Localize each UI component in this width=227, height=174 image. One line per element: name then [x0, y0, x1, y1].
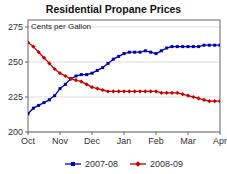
data-point [111, 89, 115, 93]
data-point [122, 89, 126, 93]
title: Residential Propane Prices [46, 3, 182, 15]
data-point [64, 83, 67, 86]
data-point [144, 49, 147, 52]
subtitle: Cents per Gallon [31, 22, 91, 31]
legend: 2007-08 2008-09 [65, 159, 183, 169]
data-point [123, 52, 126, 55]
data-point [218, 99, 220, 103]
legend-marker [71, 162, 75, 166]
series-line [28, 42, 220, 101]
data-point [91, 72, 94, 75]
data-point [191, 95, 195, 99]
grid-line [28, 62, 220, 63]
data-point [112, 58, 115, 61]
data-point [149, 51, 152, 54]
data-point [213, 99, 217, 103]
legend-label: 2008-09 [150, 159, 183, 169]
data-point [90, 85, 94, 89]
data-point [165, 91, 169, 95]
data-point [203, 44, 206, 47]
data-point [139, 51, 142, 54]
data-point [155, 52, 158, 55]
data-point [219, 44, 221, 47]
data-point [63, 74, 67, 78]
plot-frame [28, 20, 220, 132]
data-point [154, 89, 158, 93]
legend-item: 2007-08 [65, 159, 118, 169]
data-point [181, 45, 184, 48]
data-point [106, 89, 110, 93]
data-point [80, 73, 83, 76]
data-point [197, 45, 200, 48]
data-point [75, 75, 78, 78]
plot-area [28, 20, 220, 132]
data-point [58, 71, 62, 75]
x-tick-label: Nov [52, 136, 69, 146]
data-point [213, 44, 216, 47]
data-point [37, 50, 41, 54]
data-point [159, 91, 163, 95]
legend-label: 2007-08 [85, 159, 118, 169]
data-point [181, 92, 185, 96]
data-point [128, 51, 131, 54]
x-tick-label: Oct [21, 136, 36, 146]
x-tick-label: Feb [148, 136, 164, 146]
data-point [207, 99, 211, 103]
data-point [202, 98, 206, 102]
data-point [43, 101, 46, 104]
data-point [95, 87, 99, 91]
chart: 200225250275OctNovDecJanFebMarAprCents p… [0, 0, 227, 174]
x-tick-label: Mar [180, 136, 196, 146]
data-point [101, 66, 104, 69]
data-point [197, 96, 201, 100]
data-point [192, 45, 195, 48]
data-point [85, 73, 88, 76]
data-point [133, 51, 136, 54]
data-point [48, 98, 51, 101]
data-point [143, 89, 147, 93]
data-point [42, 56, 46, 60]
data-point [53, 94, 56, 97]
x-tick-label: Jan [117, 136, 132, 146]
data-point [28, 40, 30, 44]
data-point [133, 89, 137, 93]
data-point [170, 91, 174, 95]
data-point [59, 87, 62, 90]
legend-item: 2008-09 [130, 159, 183, 169]
data-point [96, 69, 99, 72]
data-point [176, 45, 179, 48]
data-point [208, 44, 211, 47]
data-point [186, 94, 190, 98]
data-point [79, 80, 83, 84]
x-tick-label: Dec [84, 136, 101, 146]
x-tick-label: Apr [213, 136, 227, 146]
data-point [28, 112, 30, 115]
data-point [32, 107, 35, 110]
data-point [107, 62, 110, 65]
data-point [85, 82, 89, 86]
data-point [160, 49, 163, 52]
data-point [165, 47, 168, 50]
y-tick-label: 225 [8, 92, 23, 102]
data-point [101, 88, 105, 92]
data-point [31, 45, 35, 49]
data-point [175, 91, 179, 95]
data-point [117, 89, 121, 93]
y-tick-label: 250 [8, 57, 23, 67]
data-point [74, 78, 78, 82]
data-point [117, 55, 120, 58]
data-layer [28, 40, 220, 115]
data-point [171, 45, 174, 48]
data-point [69, 77, 73, 81]
data-point [37, 104, 40, 107]
data-point [138, 89, 142, 93]
legend-marker [135, 161, 141, 167]
y-tick-label: 275 [8, 22, 23, 32]
data-point [47, 61, 51, 65]
series-line [28, 45, 220, 114]
data-point [149, 89, 153, 93]
data-point [127, 89, 131, 93]
data-point [53, 67, 57, 71]
data-point [187, 45, 190, 48]
